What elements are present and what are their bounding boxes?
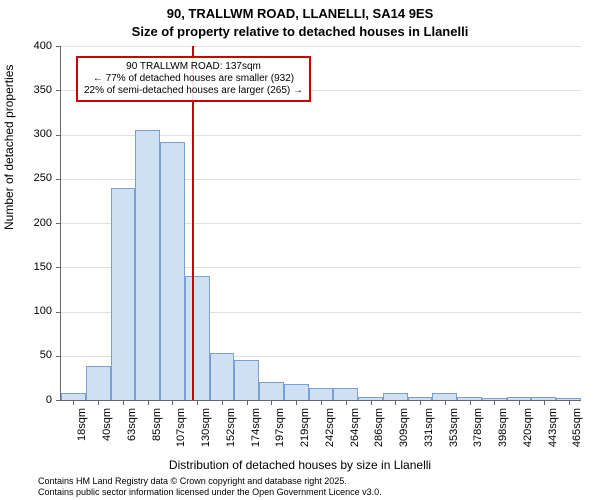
- histogram-bar: [86, 366, 111, 400]
- credits-line1: Contains HM Land Registry data © Crown c…: [38, 476, 382, 487]
- xtick-label: 264sqm: [349, 408, 361, 447]
- histogram-bar: [210, 353, 235, 400]
- ytick-mark: [56, 223, 61, 224]
- xtick-label: 219sqm: [299, 408, 311, 447]
- ytick-mark: [56, 46, 61, 47]
- xtick-mark: [148, 400, 149, 405]
- xtick-mark: [519, 400, 520, 405]
- xtick-mark: [271, 400, 272, 405]
- y-axis-label: Number of detached properties: [2, 65, 16, 230]
- xtick-mark: [247, 400, 248, 405]
- histogram-bar: [234, 360, 259, 400]
- annotation-line1: 90 TRALLWM ROAD: 137sqm: [84, 61, 303, 73]
- ytick-label: 250: [34, 172, 52, 184]
- ytick-label: 0: [46, 394, 52, 406]
- histogram-bar: [432, 393, 457, 400]
- histogram-bar: [284, 384, 309, 400]
- xtick-label: 353sqm: [448, 408, 460, 447]
- xtick-mark: [222, 400, 223, 405]
- xtick-mark: [470, 400, 471, 405]
- ytick-label: 200: [34, 217, 52, 229]
- xtick-label: 18sqm: [76, 408, 88, 441]
- histogram-bar: [135, 130, 160, 400]
- histogram-bar: [383, 393, 408, 400]
- histogram-bar: [185, 276, 210, 400]
- xtick-mark: [172, 400, 173, 405]
- ytick-mark: [56, 356, 61, 357]
- histogram-bar: [160, 142, 185, 400]
- grid-line: [61, 46, 581, 47]
- chart-title-line2: Size of property relative to detached ho…: [0, 24, 600, 39]
- histogram-bar: [309, 388, 334, 400]
- xtick-label: 443sqm: [547, 408, 559, 447]
- xtick-mark: [371, 400, 372, 405]
- xtick-label: 465sqm: [572, 408, 584, 447]
- annotation-callout: 90 TRALLWM ROAD: 137sqm← 77% of detached…: [76, 56, 311, 102]
- annotation-line3: 22% of semi-detached houses are larger (…: [84, 85, 303, 97]
- annotation-line2: ← 77% of detached houses are smaller (93…: [84, 73, 303, 85]
- xtick-mark: [98, 400, 99, 405]
- xtick-mark: [445, 400, 446, 405]
- xtick-label: 152sqm: [225, 408, 237, 447]
- ytick-mark: [56, 400, 61, 401]
- xtick-label: 398sqm: [497, 408, 509, 447]
- xtick-mark: [296, 400, 297, 405]
- x-axis-label: Distribution of detached houses by size …: [0, 458, 600, 472]
- histogram-bar: [259, 382, 284, 400]
- chart-credits: Contains HM Land Registry data © Crown c…: [38, 476, 382, 498]
- histogram-bar: [61, 393, 86, 400]
- property-size-chart: 90, TRALLWM ROAD, LLANELLI, SA14 9ES Siz…: [0, 0, 600, 500]
- xtick-mark: [544, 400, 545, 405]
- xtick-label: 378sqm: [473, 408, 485, 447]
- xtick-mark: [73, 400, 74, 405]
- xtick-mark: [494, 400, 495, 405]
- xtick-label: 63sqm: [126, 408, 138, 441]
- xtick-label: 286sqm: [374, 408, 386, 447]
- ytick-label: 150: [34, 261, 52, 273]
- xtick-mark: [321, 400, 322, 405]
- xtick-label: 309sqm: [398, 408, 410, 447]
- xtick-label: 40sqm: [101, 408, 113, 441]
- xtick-label: 130sqm: [200, 408, 212, 447]
- xtick-mark: [569, 400, 570, 405]
- ytick-label: 50: [40, 349, 52, 361]
- xtick-label: 174sqm: [250, 408, 262, 447]
- xtick-label: 242sqm: [324, 408, 336, 447]
- ytick-label: 350: [34, 84, 52, 96]
- xtick-mark: [420, 400, 421, 405]
- ytick-label: 400: [34, 40, 52, 52]
- histogram-bar: [333, 388, 358, 400]
- ytick-mark: [56, 179, 61, 180]
- ytick-label: 100: [34, 305, 52, 317]
- xtick-mark: [123, 400, 124, 405]
- xtick-mark: [395, 400, 396, 405]
- ytick-mark: [56, 267, 61, 268]
- credits-line2: Contains public sector information licen…: [38, 487, 382, 498]
- xtick-label: 420sqm: [522, 408, 534, 447]
- ytick-mark: [56, 312, 61, 313]
- xtick-mark: [346, 400, 347, 405]
- ytick-label: 300: [34, 128, 52, 140]
- chart-title-line1: 90, TRALLWM ROAD, LLANELLI, SA14 9ES: [0, 6, 600, 21]
- xtick-label: 107sqm: [175, 408, 187, 447]
- xtick-mark: [197, 400, 198, 405]
- xtick-label: 197sqm: [274, 408, 286, 447]
- xtick-label: 331sqm: [423, 408, 435, 447]
- ytick-mark: [56, 90, 61, 91]
- histogram-bar: [111, 188, 136, 400]
- ytick-mark: [56, 135, 61, 136]
- xtick-label: 85sqm: [151, 408, 163, 441]
